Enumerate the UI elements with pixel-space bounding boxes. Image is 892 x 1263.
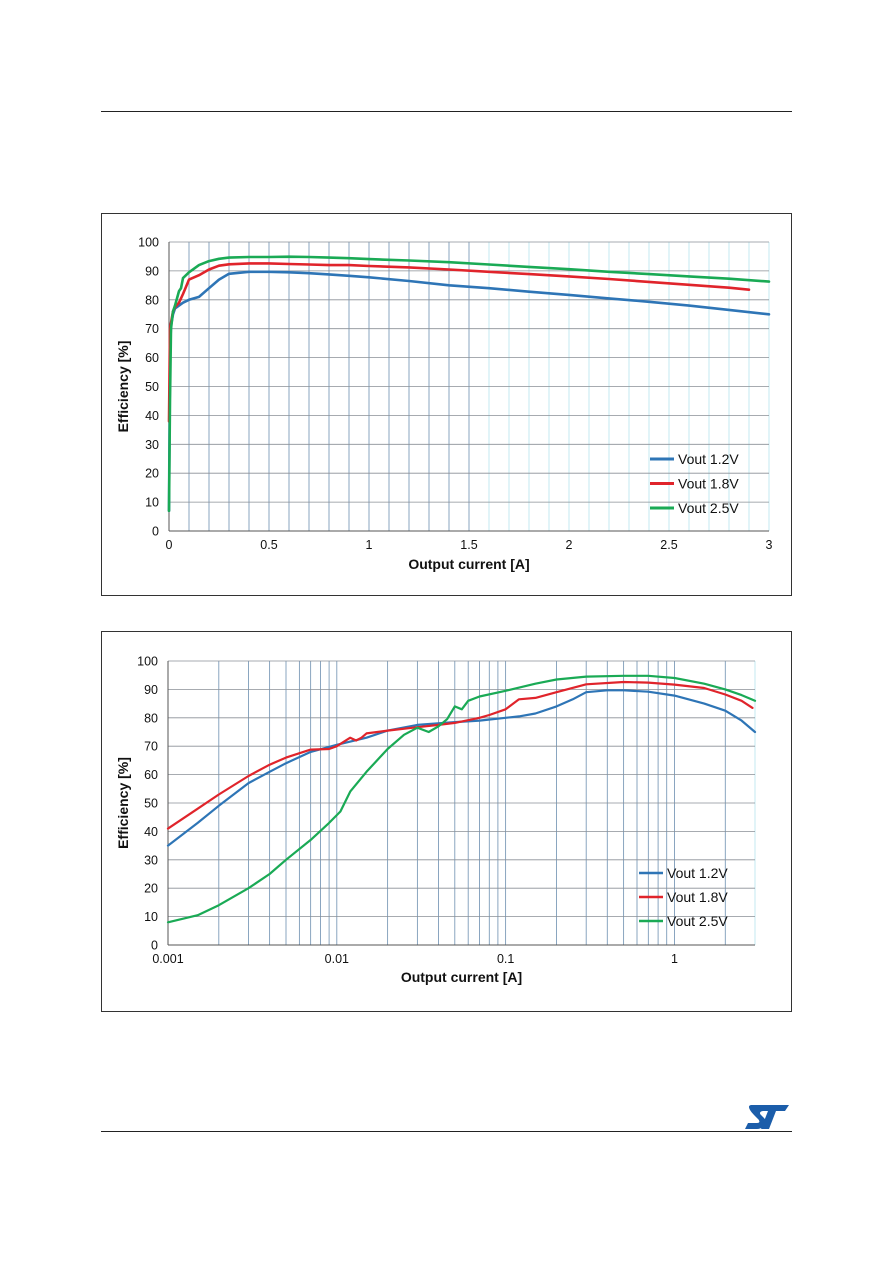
st-logo-icon (745, 1105, 789, 1129)
y-tick-label: 80 (145, 293, 159, 307)
y-tick-label: 10 (145, 496, 159, 510)
y-tick-label: 0 (151, 939, 158, 953)
series-line-2 (167, 262, 751, 423)
legend-label: Vout 2.5V (667, 913, 728, 929)
x-tick-label: 0.001 (152, 952, 183, 966)
y-axis-label: Efficiency [%] (115, 341, 131, 433)
footer-rule (101, 1131, 792, 1132)
y-tick-label: 40 (145, 409, 159, 423)
efficiency-chart-linear-svg: 0 10 20 30 40 50 60 70 80 90 100 0 0.5 1 1.5 2 2.5 3 Outpu… (115, 236, 773, 573)
series-line-1 (167, 270, 771, 513)
y-tick-label: 90 (144, 683, 158, 697)
efficiency-chart-log-svg: 0 10 20 30 40 50 60 70 80 90 100 0.001 0.01 0.1 1 Outpu… (115, 655, 757, 985)
y-tick-label: 20 (144, 882, 158, 896)
y-tick-label: 30 (145, 438, 159, 452)
y-tick-label: 40 (144, 825, 158, 839)
series-line-3 (167, 255, 771, 513)
y-tick-label: 70 (144, 740, 158, 754)
y-tick-label: 50 (144, 797, 158, 811)
legend-label: Vout 2.5V (678, 500, 739, 516)
x-tick-label: 1 (366, 538, 373, 552)
y-axis-label: Efficiency [%] (115, 757, 131, 849)
y-tick-label: 10 (144, 910, 158, 924)
legend-label: Vout 1.2V (667, 865, 728, 881)
y-tick-label: 50 (145, 380, 159, 394)
x-axis-label: Output current [A] (401, 969, 522, 985)
series-line-2 (166, 680, 754, 830)
y-tick-label: 80 (144, 711, 158, 725)
x-tick-label: 1.5 (460, 538, 477, 552)
y-tick-label: 100 (138, 236, 159, 250)
efficiency-chart-log: 0 10 20 30 40 50 60 70 80 90 100 0.001 0.01 0.1 1 Outpu… (101, 631, 792, 1012)
x-tick-label: 2.5 (660, 538, 677, 552)
y-tick-label: 60 (145, 351, 159, 365)
legend-label: Vout 1.8V (678, 476, 739, 492)
y-tick-label: 100 (137, 655, 158, 669)
series-line-1 (166, 689, 757, 847)
y-tick-label: 20 (145, 467, 159, 481)
x-tick-label: 1 (671, 952, 678, 966)
x-axis-label: Output current [A] (408, 556, 529, 572)
x-tick-label: 0.1 (497, 952, 514, 966)
efficiency-chart-linear: 0 10 20 30 40 50 60 70 80 90 100 0 0.5 1 1.5 2 2.5 3 Outpu… (101, 213, 792, 596)
header-rule (101, 111, 792, 112)
x-tick-label: 0.5 (260, 538, 277, 552)
legend-label: Vout 1.2V (678, 451, 739, 467)
legend-label: Vout 1.8V (667, 889, 728, 905)
x-tick-label: 0.01 (325, 952, 349, 966)
y-tick-label: 30 (144, 853, 158, 867)
y-tick-label: 70 (145, 322, 159, 336)
y-tick-label: 90 (145, 264, 159, 278)
st-logo-mark (745, 1105, 789, 1129)
y-tick-label: 0 (152, 525, 159, 539)
x-tick-label: 0 (166, 538, 173, 552)
series-line-3 (166, 674, 757, 924)
x-tick-label: 3 (766, 538, 773, 552)
x-tick-label: 2 (566, 538, 573, 552)
y-tick-label: 60 (144, 768, 158, 782)
